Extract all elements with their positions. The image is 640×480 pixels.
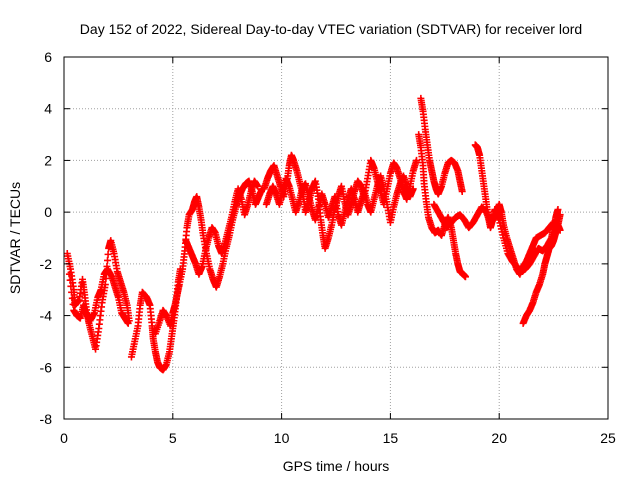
x-tick-label: 25 bbox=[600, 430, 616, 446]
y-tick-label: -6 bbox=[40, 359, 53, 375]
series-layer bbox=[63, 94, 564, 374]
data-point bbox=[458, 187, 466, 195]
x-tick-label: 5 bbox=[169, 430, 177, 446]
y-tick-label: -8 bbox=[40, 411, 53, 427]
plot-frame bbox=[63, 56, 609, 420]
x-tick-label: 20 bbox=[491, 430, 507, 446]
series-track-g bbox=[262, 172, 417, 229]
data-point bbox=[66, 276, 74, 284]
y-tick-label: -4 bbox=[40, 308, 53, 324]
chart-title: Day 152 of 2022, Sidereal Day-to-day VTE… bbox=[80, 21, 582, 37]
series-track-e bbox=[182, 177, 262, 278]
series-track-h bbox=[417, 94, 466, 198]
data-point bbox=[104, 256, 112, 264]
x-tick-label: 0 bbox=[60, 430, 68, 446]
y-tick-label: 4 bbox=[44, 101, 52, 117]
x-tick-label: 10 bbox=[274, 430, 290, 446]
data-point bbox=[65, 270, 73, 278]
data-point bbox=[254, 182, 262, 190]
x-axis-label: GPS time / hours bbox=[283, 458, 390, 474]
y-tick-label: 0 bbox=[44, 204, 52, 220]
data-point bbox=[69, 300, 77, 308]
data-point bbox=[104, 250, 112, 258]
data-point bbox=[556, 226, 564, 234]
series-track-i bbox=[415, 131, 469, 281]
data-point bbox=[409, 185, 417, 193]
series-track-l bbox=[519, 221, 564, 327]
data-point bbox=[68, 294, 76, 302]
data-point bbox=[554, 206, 562, 214]
data-point bbox=[68, 288, 76, 296]
data-point bbox=[124, 319, 132, 327]
y-axis-label: SDTVAR / TECUs bbox=[7, 182, 23, 294]
data-point bbox=[461, 273, 469, 281]
y-tick-label: -2 bbox=[40, 256, 53, 272]
y-tick-label: 2 bbox=[44, 152, 52, 168]
axes: 0 5 10 15 20 25 -8 -6 -4 -2 0 2 4 6 bbox=[40, 49, 616, 446]
y-tick-label: 6 bbox=[44, 49, 52, 65]
data-point bbox=[67, 282, 75, 290]
x-tick-label: 15 bbox=[383, 430, 399, 446]
data-point bbox=[413, 156, 421, 164]
series-track-k bbox=[471, 141, 562, 276]
series-track-b bbox=[65, 265, 132, 327]
